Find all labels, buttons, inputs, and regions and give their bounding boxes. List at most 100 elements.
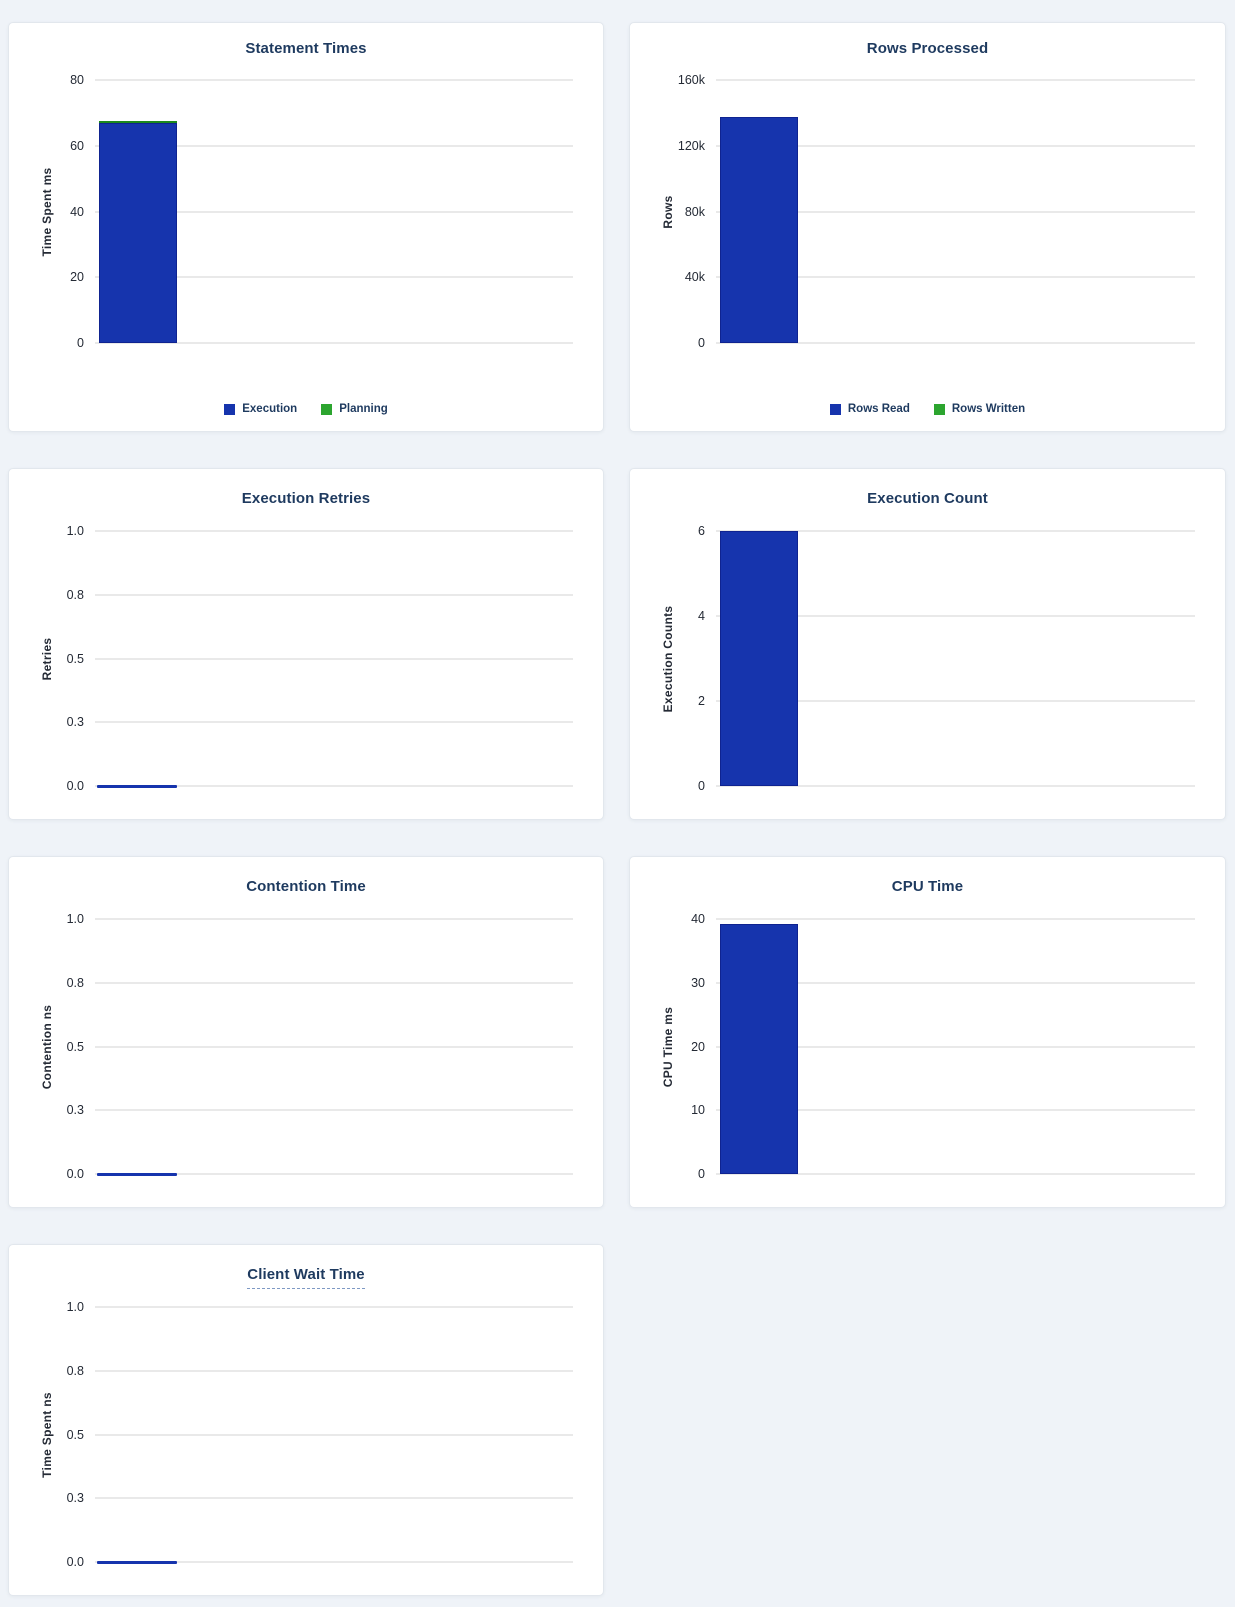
tick-label: 0.0 <box>66 779 84 793</box>
tick-label: 80k <box>684 204 705 219</box>
chart-title: Statement Times <box>245 40 367 57</box>
gridline <box>716 1173 1195 1175</box>
bar-segment-execution-count <box>720 531 798 786</box>
bar-rows-processed <box>720 80 798 343</box>
gridline <box>716 79 1195 81</box>
legend-swatch <box>933 403 945 415</box>
tick-label: 0.5 <box>66 1427 84 1442</box>
tick-label: 4 <box>698 609 705 623</box>
chart-card-contention-time: Contention Time Contention ns 1.0 0.8 0.5 0… <box>8 856 604 1208</box>
tick-label: 40 <box>70 204 84 219</box>
tick-label: 1.0 <box>66 1300 84 1314</box>
tick-label: 0.8 <box>66 587 84 602</box>
bar-cpu-time <box>720 919 798 1174</box>
gridline <box>95 144 573 147</box>
gridline <box>716 144 1195 147</box>
legend: Rows Read Rows Written <box>630 403 1225 415</box>
tick-label: 20 <box>70 270 84 285</box>
gridline <box>716 530 1195 532</box>
legend-item-planning: Planning <box>321 403 388 415</box>
tick-label: 2 <box>698 694 705 708</box>
plot-area: 160k 120k 80k 40k 0 <box>678 73 1195 350</box>
chart-title: Contention Time <box>246 878 366 895</box>
tick-label: 0 <box>698 336 705 350</box>
y-axis-label: Rows <box>661 194 675 229</box>
tick-label: 0.5 <box>66 651 84 666</box>
tick-label: 0 <box>698 779 705 793</box>
gridline <box>95 593 573 596</box>
chart-title: Rows Processed <box>866 40 989 57</box>
y-axis-label: Time Spent ns <box>40 1391 54 1478</box>
tick-label: 0.8 <box>66 975 84 990</box>
gridline <box>95 1306 573 1308</box>
gridline <box>716 615 1195 617</box>
gridline <box>716 210 1195 213</box>
bar-execution-count <box>720 531 798 786</box>
gridline <box>95 276 573 279</box>
legend-swatch <box>321 403 333 415</box>
gridline <box>716 785 1195 787</box>
gridline <box>95 1173 573 1175</box>
gridline <box>95 342 573 344</box>
legend-item-rows-written: Rows Written <box>933 403 1025 415</box>
plot-area: 1.0 0.8 0.5 0.3 0.0 <box>67 912 573 1181</box>
gridline <box>95 1369 573 1372</box>
plot-area: 80 60 40 20 0 <box>70 73 573 350</box>
y-axis-label: Execution Counts <box>661 605 675 712</box>
chart-title-row: Execution Retries <box>9 489 603 508</box>
chart-title: CPU Time <box>891 878 964 895</box>
zero-value-bar <box>97 784 177 788</box>
chart-card-execution-retries: Execution Retries Retries 1.0 0.8 0.5 0.3 0.… <box>8 468 604 820</box>
tick-label: 1.0 <box>66 524 84 538</box>
chart-card-cpu-time: CPU Time CPU Time ms 40 30 20 10 0 <box>629 856 1226 1208</box>
tick-label: 0.3 <box>66 1491 84 1506</box>
tick-label: 0.3 <box>66 1103 84 1118</box>
chart-card-statement-times: Statement Times Time Spent ms 80 60 40 20 0 … <box>8 22 604 432</box>
chart-title-row: Contention Time <box>9 877 603 896</box>
legend-swatch <box>224 403 236 415</box>
tick-label: 20 <box>691 1039 705 1054</box>
bar-statement-times <box>99 80 177 343</box>
tick-label: 40k <box>684 270 705 285</box>
y-axis-label: Time Spent ms <box>40 166 54 257</box>
bar-segment-execution <box>99 122 177 343</box>
plot-area: 6 4 2 0 <box>698 524 1195 793</box>
chart-card-rows-processed: Rows Processed Rows 160k 120k 80k 40k 0 Rows… <box>629 22 1226 432</box>
gridline <box>95 79 573 81</box>
legend-item-rows-read: Rows Read <box>829 403 910 415</box>
gridline <box>716 700 1195 702</box>
legend-label: Rows Read <box>847 403 910 415</box>
bar-segment-rows-read <box>720 116 798 343</box>
gridline <box>716 981 1195 984</box>
tick-label: 0.3 <box>66 715 84 730</box>
chart-title[interactable]: Client Wait Time <box>247 1265 365 1289</box>
gridline <box>716 1109 1195 1112</box>
gridline <box>716 276 1195 279</box>
gridline <box>95 530 573 532</box>
tick-label: 80 <box>70 73 84 87</box>
gridline <box>95 981 573 984</box>
chart-title-row: Rows Processed <box>630 39 1225 58</box>
gridline <box>716 918 1195 920</box>
chart-title-row: Statement Times <box>9 39 603 58</box>
y-axis-label: Retries <box>40 637 54 680</box>
gridline <box>95 1433 573 1436</box>
gridline <box>95 1109 573 1112</box>
chart-card-execution-count: Execution Count Execution Counts 6 4 2 0 <box>629 468 1226 820</box>
plot-area: 1.0 0.8 0.5 0.3 0.0 <box>67 1300 573 1569</box>
tick-label: 0.5 <box>66 1039 84 1054</box>
chart-title-row: Client Wait Time <box>9 1265 603 1289</box>
y-axis-label: Contention ns <box>40 1004 54 1089</box>
tick-label: 1.0 <box>66 912 84 926</box>
gridline <box>95 1561 573 1563</box>
y-axis-label: CPU Time ms <box>661 1006 675 1087</box>
plot-area: 40 30 20 10 0 <box>691 912 1195 1181</box>
tick-label: 0.8 <box>66 1363 84 1378</box>
tick-label: 0 <box>77 336 84 350</box>
bar-segment-planning <box>99 121 177 123</box>
tick-label: 6 <box>698 524 705 538</box>
plot-area: 1.0 0.8 0.5 0.3 0.0 <box>67 524 573 793</box>
gridline <box>95 785 573 787</box>
zero-value-bar <box>97 1560 177 1564</box>
gridline <box>95 918 573 920</box>
